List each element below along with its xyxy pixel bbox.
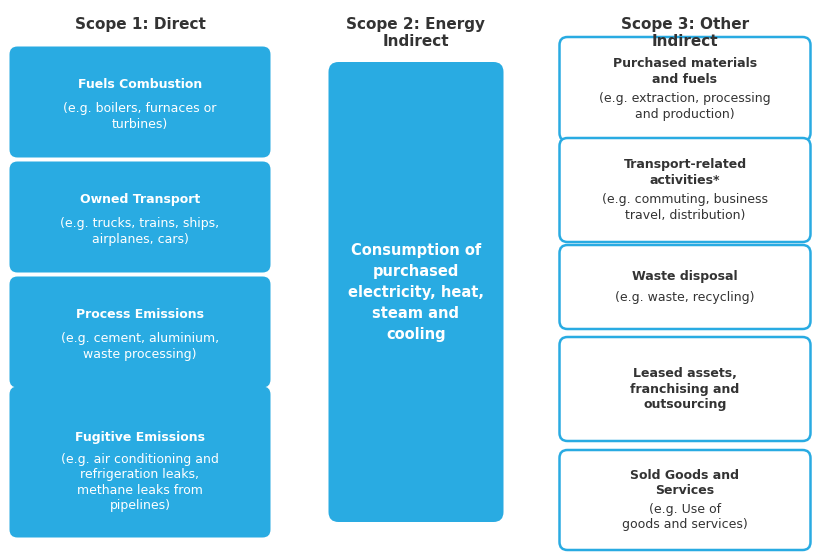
Text: Transport-related
activities*: Transport-related activities* xyxy=(623,158,746,187)
FancyBboxPatch shape xyxy=(9,276,271,388)
Text: Process Emissions: Process Emissions xyxy=(76,309,204,321)
Text: (e.g. waste, recycling): (e.g. waste, recycling) xyxy=(616,291,755,304)
Text: (e.g. trucks, trains, ships,
airplanes, cars): (e.g. trucks, trains, ships, airplanes, … xyxy=(61,217,220,246)
Text: Leased assets,
franchising and
outsourcing: Leased assets, franchising and outsourci… xyxy=(631,367,740,411)
Text: Scope 1: Direct: Scope 1: Direct xyxy=(75,17,206,32)
Text: Owned Transport: Owned Transport xyxy=(80,193,200,207)
FancyBboxPatch shape xyxy=(9,162,271,272)
FancyBboxPatch shape xyxy=(560,337,811,441)
FancyBboxPatch shape xyxy=(560,245,811,329)
Text: (e.g. Use of
goods and services): (e.g. Use of goods and services) xyxy=(622,502,748,531)
Text: Scope 2: Energy
Indirect: Scope 2: Energy Indirect xyxy=(347,17,486,50)
Text: (e.g. cement, aluminium,
waste processing): (e.g. cement, aluminium, waste processin… xyxy=(61,332,219,360)
Text: (e.g. air conditioning and
refrigeration leaks,
methane leaks from
pipelines): (e.g. air conditioning and refrigeration… xyxy=(61,452,219,512)
FancyBboxPatch shape xyxy=(560,138,811,242)
Text: Waste disposal: Waste disposal xyxy=(632,270,738,283)
FancyBboxPatch shape xyxy=(560,37,811,141)
FancyBboxPatch shape xyxy=(328,62,503,522)
FancyBboxPatch shape xyxy=(9,387,271,538)
Text: (e.g. boilers, furnaces or
turbines): (e.g. boilers, furnaces or turbines) xyxy=(63,102,217,130)
FancyBboxPatch shape xyxy=(560,450,811,550)
Text: (e.g. commuting, business
travel, distribution): (e.g. commuting, business travel, distri… xyxy=(602,193,768,222)
Text: Fugitive Emissions: Fugitive Emissions xyxy=(75,431,205,444)
Text: Sold Goods and
Services: Sold Goods and Services xyxy=(631,469,740,497)
FancyBboxPatch shape xyxy=(9,46,271,158)
Text: Consumption of
purchased
electricity, heat,
steam and
cooling: Consumption of purchased electricity, he… xyxy=(348,242,484,341)
Text: (e.g. extraction, processing
and production): (e.g. extraction, processing and product… xyxy=(599,92,771,121)
Text: Fuels Combustion: Fuels Combustion xyxy=(77,79,202,91)
Text: Purchased materials
and fuels: Purchased materials and fuels xyxy=(613,57,757,86)
Text: Scope 3: Other
Indirect: Scope 3: Other Indirect xyxy=(621,17,749,50)
